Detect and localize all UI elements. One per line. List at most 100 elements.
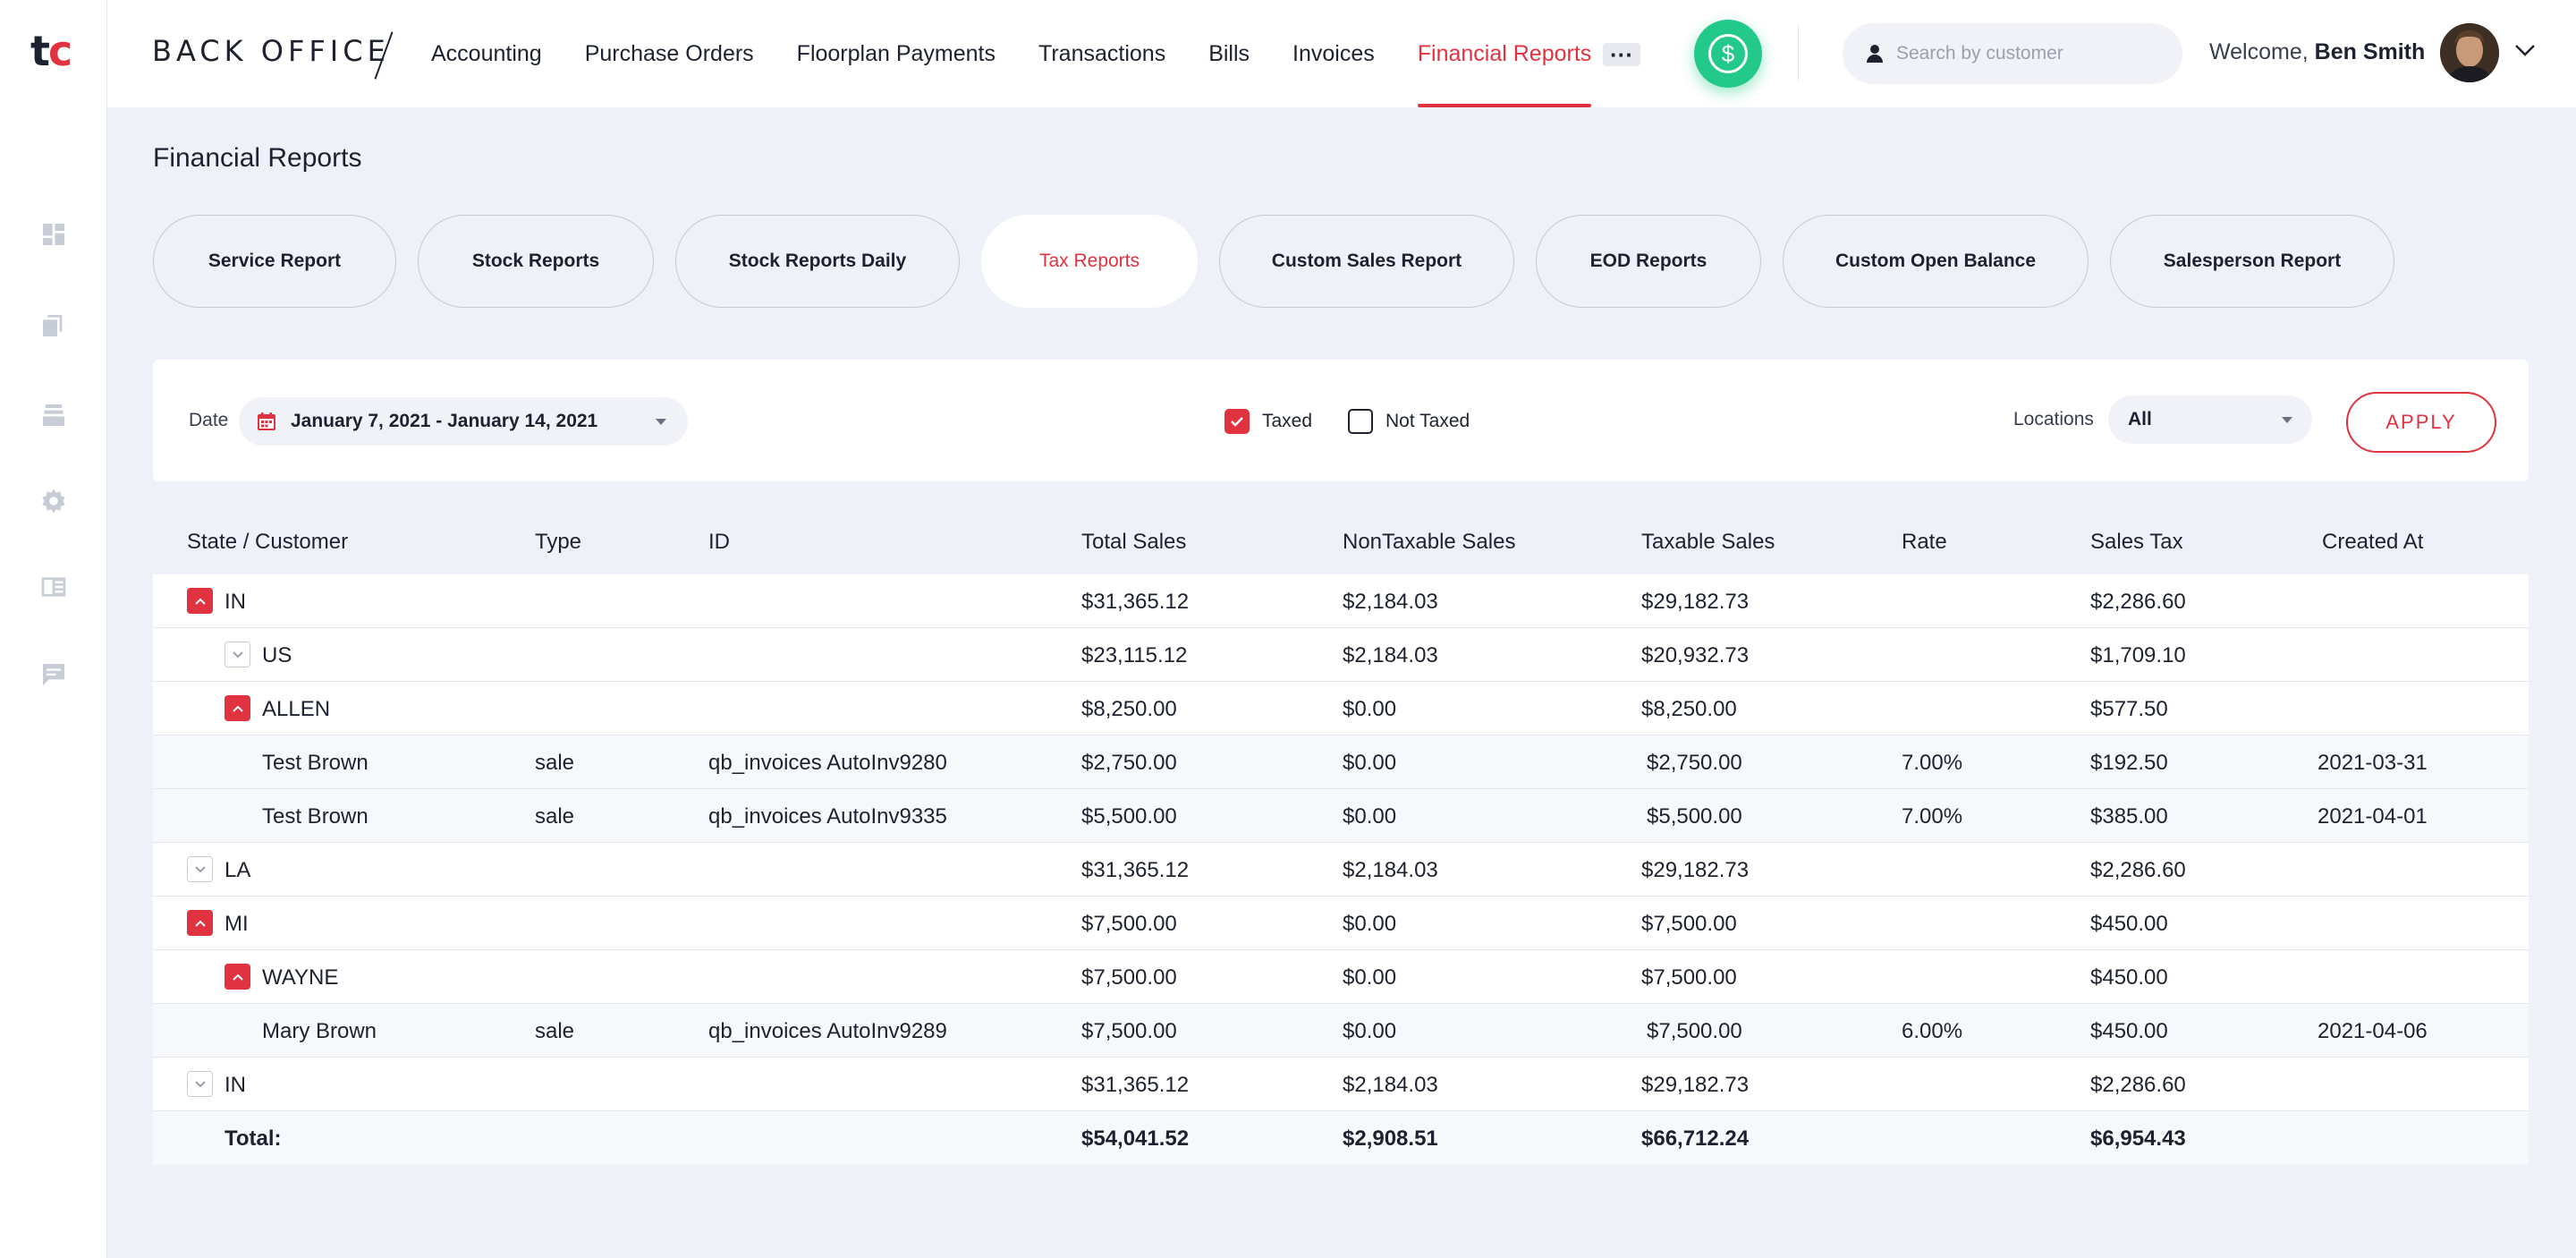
cell-total-sales: $7,500.00 xyxy=(1081,912,1177,936)
expand-toggle[interactable] xyxy=(225,642,250,667)
col-total-sales: Total Sales xyxy=(1081,530,1187,554)
locations-select[interactable]: All xyxy=(2108,395,2312,444)
customer-search[interactable] xyxy=(1843,23,2182,84)
cell-state-customer: ALLEN xyxy=(262,697,331,721)
table-header: State / Customer Type ID Total Sales Non… xyxy=(153,514,2529,574)
tab-salesperson-report[interactable]: Salesperson Report xyxy=(2110,215,2394,308)
nav-floorplan-payments[interactable]: Floorplan Payments xyxy=(796,40,996,66)
chevron-up-icon xyxy=(194,920,206,927)
payment-button[interactable]: $ xyxy=(1694,20,1762,88)
cell-state-customer: IN xyxy=(225,1073,246,1097)
gear-icon[interactable] xyxy=(38,485,70,517)
avatar[interactable] xyxy=(2440,23,2499,82)
cell-total-sales: $23,115.12 xyxy=(1081,643,1188,667)
cell-state-customer: MI xyxy=(225,912,249,936)
collapse-toggle[interactable] xyxy=(187,588,213,614)
date-label: Date xyxy=(189,410,229,430)
col-type: Type xyxy=(535,530,582,554)
cell-created-at: 2021-04-06 xyxy=(2318,1019,2428,1043)
col-rate: Rate xyxy=(1902,530,1947,554)
tab-stock-reports-daily[interactable]: Stock Reports Daily xyxy=(675,215,960,308)
filter-bar: Date January 7, 2021 - January 14, 2021 … xyxy=(153,360,2529,481)
nav-accounting[interactable]: Accounting xyxy=(431,40,542,66)
tab-custom-open-balance[interactable]: Custom Open Balance xyxy=(1783,215,2089,308)
cell-taxable-sales: $5,500.00 xyxy=(1647,804,1742,829)
top-header: BACK OFFICE Accounting Purchase Orders F… xyxy=(107,0,2576,107)
table-row: Test Brown sale qb_invoices AutoInv9280 $2,… xyxy=(153,735,2529,789)
table-row: MI $7,500.00 $0.00 $7,500.00 $450.00 xyxy=(153,897,2529,950)
locations-value: All xyxy=(2128,409,2152,429)
date-range-picker[interactable]: January 7, 2021 - January 14, 2021 xyxy=(239,397,688,446)
cell-sales-tax: $385.00 xyxy=(2090,804,2168,829)
tax-report-table: State / Customer Type ID Total Sales Non… xyxy=(153,514,2529,1165)
tab-custom-sales-report[interactable]: Custom Sales Report xyxy=(1219,215,1514,308)
dashboard-icon[interactable] xyxy=(38,218,70,251)
cell-sales-tax: $577.50 xyxy=(2090,697,2168,721)
apply-button[interactable]: APPLY xyxy=(2346,392,2496,453)
taxed-checkbox[interactable]: Taxed xyxy=(1224,409,1312,434)
cell-sales-tax: $2,286.60 xyxy=(2090,858,2186,882)
cell-taxable-sales: $2,750.00 xyxy=(1647,751,1742,775)
chat-icon[interactable] xyxy=(38,659,70,691)
copy-icon[interactable] xyxy=(38,310,70,342)
cell-id: qb_invoices AutoInv9280 xyxy=(708,751,947,775)
cell-rate: 7.00% xyxy=(1902,804,1963,829)
collapse-toggle[interactable] xyxy=(187,910,213,936)
tab-tax-reports[interactable]: Tax Reports xyxy=(981,215,1198,308)
tc-logo[interactable]: tc xyxy=(30,27,72,75)
nav-financial-reports[interactable]: Financial Reports xyxy=(1417,0,1591,107)
cell-type: sale xyxy=(535,751,575,775)
more-menu-button[interactable]: ··· xyxy=(1603,43,1640,66)
book-icon[interactable] xyxy=(38,571,70,603)
expand-toggle[interactable] xyxy=(187,856,213,882)
cell-state-customer: Test Brown xyxy=(262,751,369,775)
col-created-at: Created At xyxy=(2322,530,2424,554)
cell-taxable-sales: $8,250.00 xyxy=(1641,697,1737,721)
expand-toggle[interactable] xyxy=(187,1071,213,1097)
collapse-toggle[interactable] xyxy=(225,695,250,721)
total-taxable-sales: $66,712.24 xyxy=(1641,1126,1750,1151)
brand-title: BACK OFFICE xyxy=(152,34,390,68)
date-range-value: January 7, 2021 - January 14, 2021 xyxy=(291,411,598,431)
nav-invoices[interactable]: Invoices xyxy=(1292,40,1375,66)
cell-nontaxable-sales: $0.00 xyxy=(1343,697,1397,721)
cell-taxable-sales: $29,182.73 xyxy=(1641,858,1750,882)
chevron-down-icon xyxy=(232,650,243,658)
nav-purchase-orders[interactable]: Purchase Orders xyxy=(584,40,754,66)
chevron-down-icon[interactable] xyxy=(2513,41,2537,59)
chevron-up-icon xyxy=(232,705,243,712)
cell-total-sales: $31,365.12 xyxy=(1081,590,1190,614)
collapse-toggle[interactable] xyxy=(225,964,250,990)
cell-type: sale xyxy=(535,804,575,829)
col-state-customer: State / Customer xyxy=(187,530,349,554)
tab-service-report[interactable]: Service Report xyxy=(153,215,396,308)
cell-state-customer: Mary Brown xyxy=(262,1019,377,1043)
cell-nontaxable-sales: $0.00 xyxy=(1343,965,1397,990)
cell-sales-tax: $450.00 xyxy=(2090,1019,2168,1043)
table-row: IN $31,365.12 $2,184.03 $29,182.73 $2,286.60 xyxy=(153,1058,2529,1111)
cell-total-sales: $5,500.00 xyxy=(1081,804,1177,829)
cell-sales-tax: $2,286.60 xyxy=(2090,1073,2186,1097)
tab-stock-reports[interactable]: Stock Reports xyxy=(418,215,654,308)
cell-total-sales: $7,500.00 xyxy=(1081,965,1177,990)
cell-created-at: 2021-04-01 xyxy=(2318,804,2428,829)
nav-transactions[interactable]: Transactions xyxy=(1038,40,1166,66)
search-input[interactable] xyxy=(1896,43,2165,64)
welcome-text: Welcome, Ben Smith xyxy=(2209,39,2425,65)
cell-state-customer: US xyxy=(262,643,292,667)
chevron-up-icon xyxy=(232,973,243,981)
total-nontaxable-sales: $2,908.51 xyxy=(1343,1126,1438,1151)
sidebar: tc xyxy=(0,0,107,1258)
not-taxed-checkbox[interactable]: Not Taxed xyxy=(1348,409,1470,434)
stack-icon[interactable] xyxy=(38,399,70,431)
cell-created-at: 2021-03-31 xyxy=(2318,751,2428,775)
nav-bills[interactable]: Bills xyxy=(1208,40,1250,66)
cell-taxable-sales: $7,500.00 xyxy=(1647,1019,1742,1043)
cell-nontaxable-sales: $2,184.03 xyxy=(1343,858,1438,882)
total-sales-tax: $6,954.43 xyxy=(2090,1126,2186,1151)
cell-nontaxable-sales: $0.00 xyxy=(1343,804,1397,829)
table-body: IN $31,365.12 $2,184.03 $29,182.73 $2,286.60… xyxy=(153,574,2529,1111)
cell-taxable-sales: $29,182.73 xyxy=(1641,1073,1750,1097)
tab-eod-reports[interactable]: EOD Reports xyxy=(1536,215,1761,308)
cell-total-sales: $2,750.00 xyxy=(1081,751,1177,775)
